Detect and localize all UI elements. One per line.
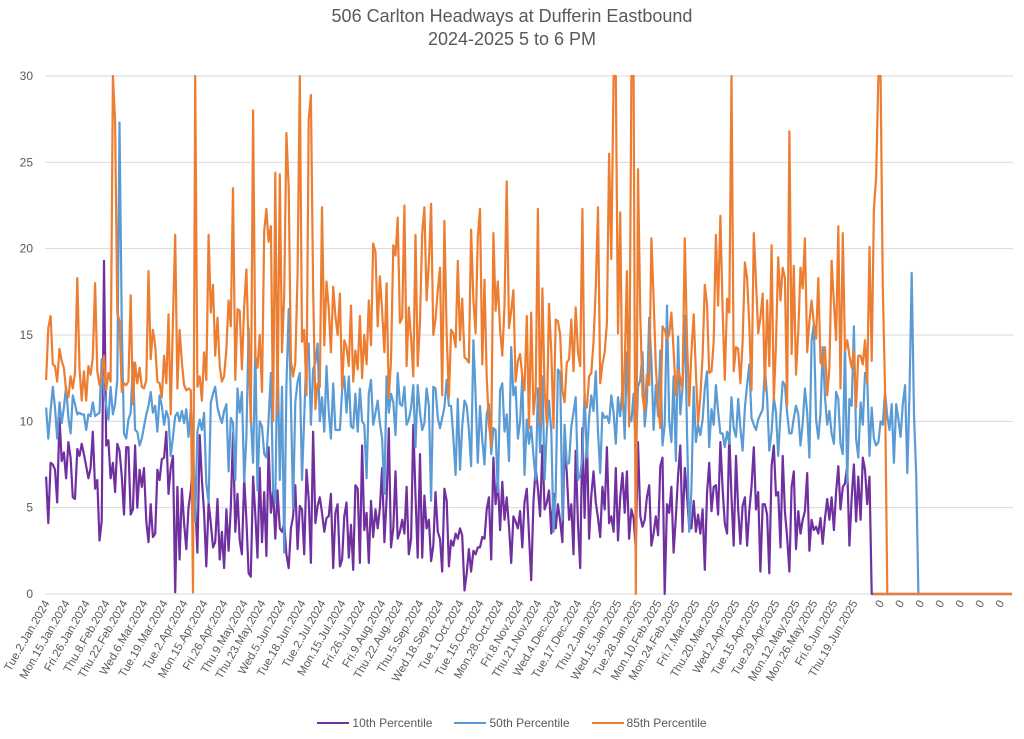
x-tick-label-zero: 0: [954, 599, 968, 611]
series-line-50th-percentile: [45, 121, 1012, 596]
y-tick-label: 10: [20, 414, 34, 428]
y-axis-ticks: 0 5 10 15 20 25 30: [20, 69, 34, 601]
chart-subtitle: 2024-2025 5 to 6 PM: [427, 29, 597, 49]
legend: 10th Percentile 50th Percentile 85th Per…: [0, 716, 1024, 730]
y-tick-label: 15: [20, 328, 34, 342]
y-tick-label: 30: [20, 69, 34, 83]
y-tick-label: 0: [26, 587, 33, 601]
series-line-85th-percentile: [45, 74, 1012, 596]
y-tick-label: 25: [20, 155, 34, 169]
legend-swatch-10th: [317, 722, 350, 724]
chart-title: 506 Carlton Headways at Dufferin Eastbou…: [0, 5, 1024, 51]
legend-item-50th[interactable]: 50th Percentile: [454, 716, 570, 730]
x-tick-label-zero: 0: [894, 599, 908, 611]
legend-item-10th[interactable]: 10th Percentile: [317, 716, 432, 730]
legend-label-85th: 85th Percentile: [626, 716, 707, 730]
y-tick-label: 20: [20, 242, 34, 256]
chart-title-line1: 506 Carlton Headways at Dufferin Eastbou…: [331, 6, 693, 26]
legend-item-85th[interactable]: 85th Percentile: [591, 716, 707, 730]
x-tick-label-zero: 0: [874, 599, 888, 611]
legend-swatch-85th: [591, 722, 624, 724]
x-tick-label-zero: 0: [914, 599, 928, 611]
legend-label-10th: 10th Percentile: [352, 716, 433, 730]
x-tick-label-zero: 0: [974, 599, 988, 611]
legend-label-50th: 50th Percentile: [489, 716, 570, 730]
series-lines: [45, 74, 1012, 596]
series-line-10th-percentile: [45, 259, 1012, 596]
x-tick-label-zero: 0: [934, 599, 948, 611]
x-tick-label-zero: 0: [994, 599, 1008, 611]
x-axis-ticks: Tue.2.Jan.2024Mon.15.Jan.2024Fri.26.Jan.…: [3, 598, 1008, 684]
legend-swatch-50th: [454, 722, 487, 724]
y-tick-label: 5: [26, 501, 33, 515]
